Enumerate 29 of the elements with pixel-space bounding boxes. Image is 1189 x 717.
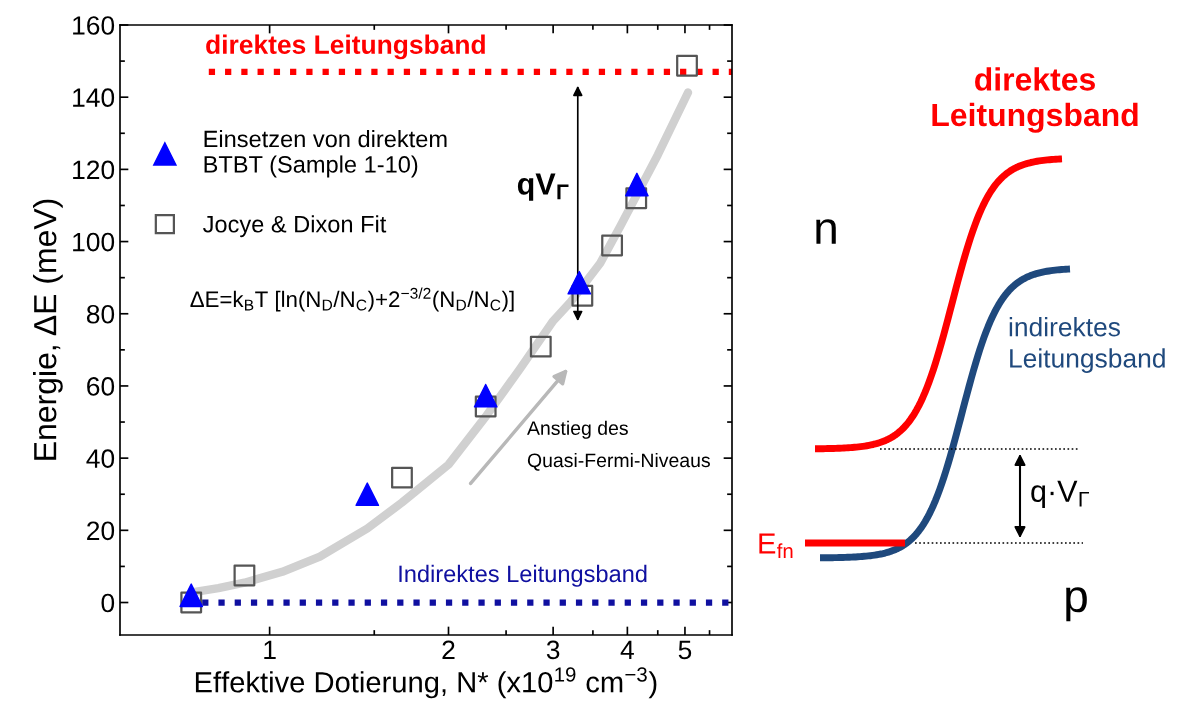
legend-label: Einsetzen von direktem BTBT (Sample 1-10) — [204, 129, 447, 178]
text: E$_{fn}$ — [759, 533, 793, 559]
y-tick-label: 120 — [73, 160, 115, 180]
text: direktes Leitungsband — [932, 67, 1138, 133]
x-tick-label: 2 — [442, 640, 455, 659]
y-tick-label: 140 — [73, 88, 115, 108]
text: ΔE=k$_{B}$T [ln(N$_{D}$/N$_{C}$)+2$^{−3/2}$(N$_{D}$/N$_{C}$)] — [190, 287, 514, 312]
y-tick-label: 80 — [86, 304, 115, 324]
x-tick-label: 4 — [620, 640, 634, 659]
text: n — [816, 219, 836, 244]
y-tick-label: 160 — [73, 16, 115, 35]
annotation: Anstieg des Quasi-Fermi-Niveaus — [527, 420, 710, 471]
text: q·V$_{Γ}$ — [1031, 480, 1090, 509]
y-tick-label: 100 — [73, 232, 115, 252]
y-tick-label: 60 — [87, 377, 115, 396]
y-tick-label: 0 — [101, 593, 115, 613]
series-label: Indirektes Leitungsband — [399, 564, 647, 587]
text: indirektes Leitungsband — [1009, 317, 1165, 373]
y-axis-title: Energie, ΔE (meV) — [33, 199, 63, 460]
x-axis-title: Effektive Dotierung, N* (x10$^{19}$ cm$^{−3}$) — [195, 667, 657, 699]
x-tick-label: 1 — [264, 640, 276, 659]
x-tick-label: 5 — [678, 640, 692, 660]
series-label: direktes Leitungsband — [206, 34, 485, 60]
annotation: qV$_{Γ}$ — [517, 173, 569, 201]
y-tick-label: 20 — [87, 521, 115, 541]
legend-label: Jocye & Dixon Fit — [203, 215, 387, 238]
x-tick-label: 3 — [546, 640, 560, 660]
text: p — [1066, 587, 1087, 622]
y-tick-label: 40 — [86, 449, 115, 468]
